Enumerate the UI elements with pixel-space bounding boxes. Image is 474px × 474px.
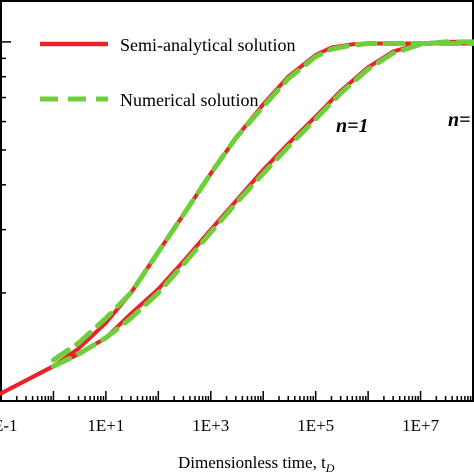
tick-marks [1,41,472,402]
series-layer [0,39,474,396]
x-tick-labels: 1E-1 1E+1 1E+3 1E+5 1E+7 [0,416,440,435]
legend: Semi-analytical solution Numerical solut… [40,35,295,110]
x-axis-title: Dimensionless time, tD [178,453,335,474]
x-tick-label: 1E+3 [192,416,229,435]
x-axis-title-text: Dimensionless time, t [178,453,326,472]
annotation-n1: n=1 [336,115,369,137]
x-tick-label: 1E-1 [0,416,18,435]
x-axis-title-subscript: D [325,461,335,474]
x-tick-label: 1E+5 [297,416,334,435]
series-line-n1-numerical [50,41,474,363]
legend-label-semi-analytical: Semi-analytical solution [120,35,295,55]
annotation-n2: n= [448,109,471,131]
legend-label-numerical: Numerical solution [120,90,258,110]
plot-frame [0,0,474,402]
series-line-n2-numerical [50,39,474,369]
x-tick-label: 1E+7 [402,416,439,435]
x-tick-label: 1E+1 [87,416,124,435]
